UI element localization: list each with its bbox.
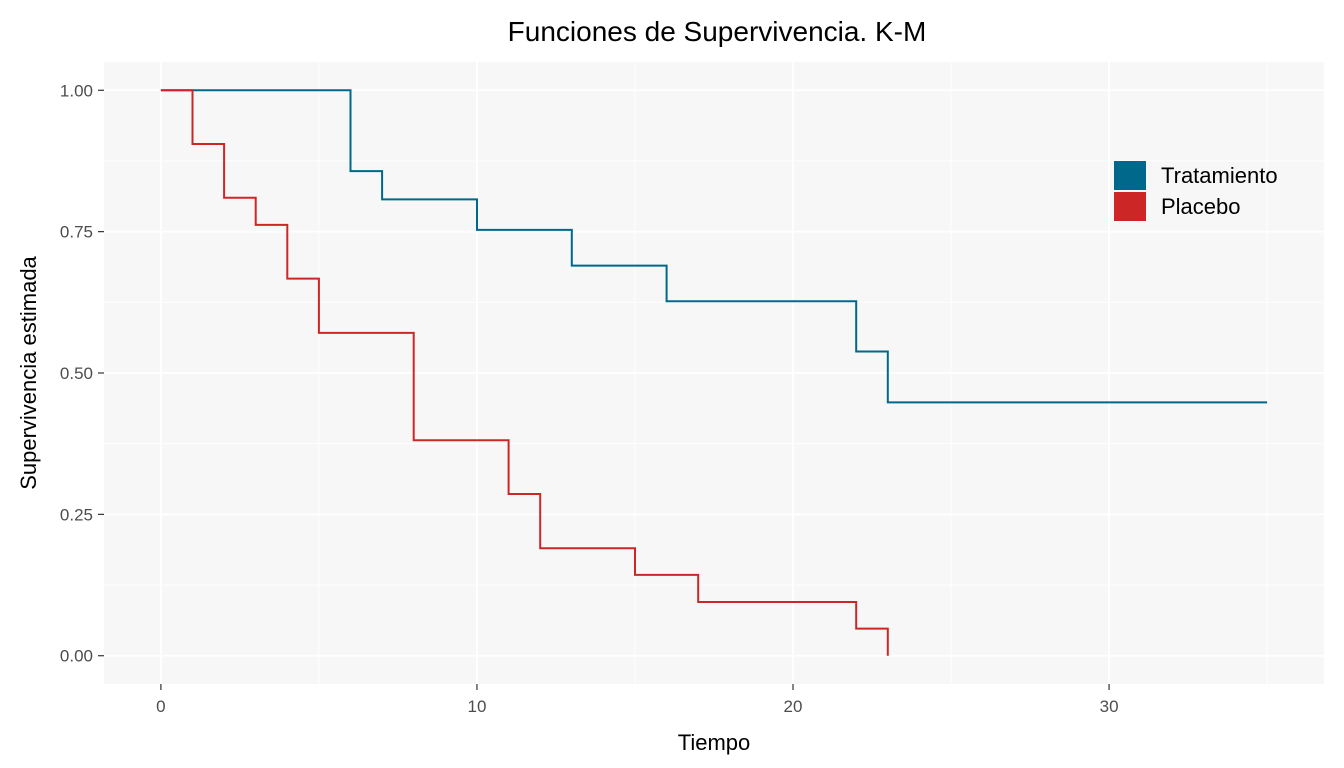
x-tick-label: 30	[1100, 697, 1119, 716]
series-layer	[160, 89, 1268, 656]
series-line-1	[160, 89, 889, 656]
y-tick-label: 1.00	[60, 81, 93, 100]
legend: Tratamiento Placebo	[1114, 161, 1278, 221]
legend-key-1	[1114, 192, 1146, 221]
major-gridlines	[104, 62, 1324, 684]
y-tick-label: 0.75	[60, 223, 93, 242]
chart-title: Funciones de Supervivencia. K-M	[508, 16, 927, 47]
y-tick-label: 0.00	[60, 647, 93, 666]
legend-label-0: Tratamiento	[1161, 163, 1278, 188]
x-axis-title: Tiempo	[678, 730, 751, 755]
legend-key-0	[1114, 161, 1146, 190]
y-axis-ticks: 0.00 0.25 0.50 0.75 1.00	[60, 81, 104, 666]
x-axis-ticks: 0 10 20 30	[156, 684, 1119, 716]
y-tick-label: 0.50	[60, 364, 93, 383]
series-line-0	[160, 89, 1268, 404]
x-tick-label: 10	[467, 697, 486, 716]
y-tick-label: 0.25	[60, 505, 93, 524]
y-axis-title: Supervivencia estimada	[16, 255, 41, 489]
x-tick-label: 20	[784, 697, 803, 716]
legend-label-1: Placebo	[1161, 194, 1241, 219]
x-tick-label: 0	[156, 697, 165, 716]
